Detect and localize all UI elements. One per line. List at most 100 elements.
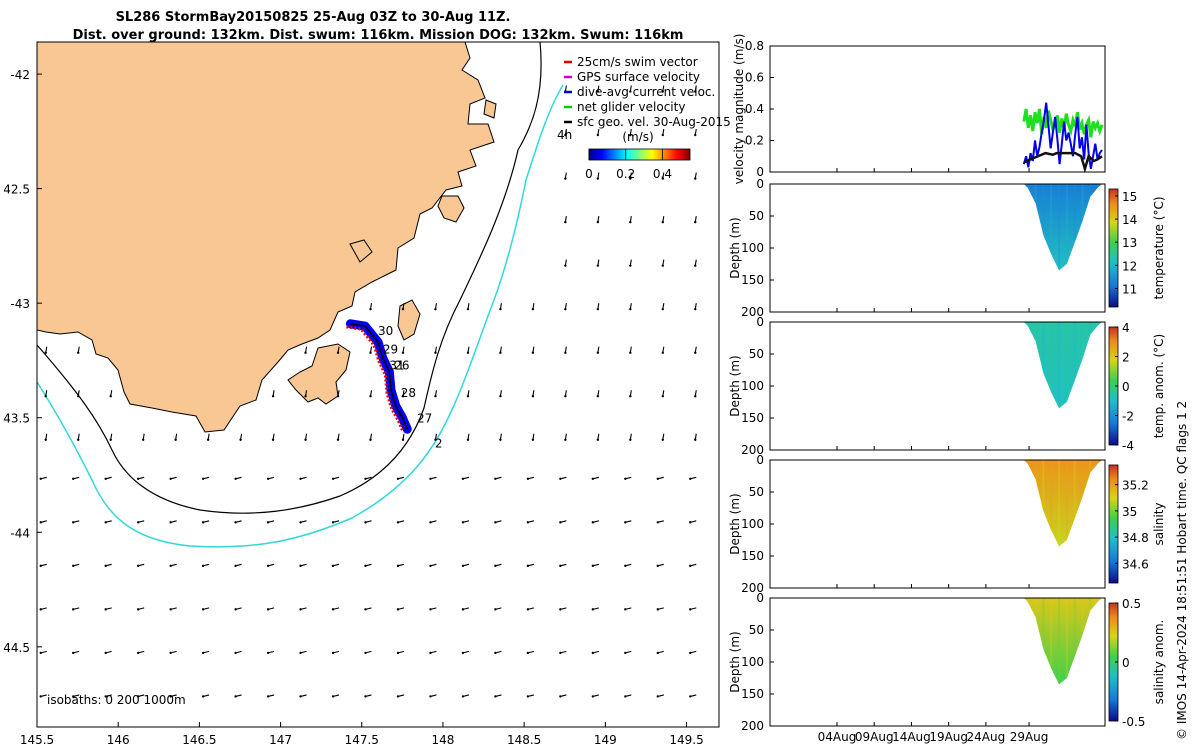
day-label: 28 xyxy=(401,386,416,400)
velocity-vector-head xyxy=(364,608,367,611)
velocity-vector-head xyxy=(136,695,140,698)
velocity-vector-head xyxy=(429,651,432,655)
velocity-vector-head xyxy=(169,651,172,655)
colorbar-tick-label: -0.5 xyxy=(1122,715,1145,729)
lat-tick-label: -44 xyxy=(10,526,30,540)
velocity-vector-head xyxy=(591,521,595,524)
series-line xyxy=(1023,151,1103,174)
velocity-vector-head xyxy=(494,477,497,480)
velocity-vector-head xyxy=(596,351,600,354)
velocity-vector-head xyxy=(461,608,465,611)
colorbar-tick-label: 0.2 xyxy=(616,167,635,181)
velocity-vector-head xyxy=(694,133,697,137)
velocity-vector-head xyxy=(331,521,335,524)
velocity-vector-head xyxy=(396,477,400,480)
velocity-vector-head xyxy=(401,351,405,354)
velocity-vector-head xyxy=(629,395,632,398)
velocity-vector-head xyxy=(401,438,405,441)
panel-frame xyxy=(769,183,1106,313)
colorbar-tick-label: 0 xyxy=(1122,656,1130,670)
velocity-vector-head xyxy=(689,695,692,698)
velocity-vector-head xyxy=(629,351,632,354)
velocity-vector-head xyxy=(169,564,172,568)
velocity-vector-head xyxy=(461,695,465,698)
y-tick-label: 150 xyxy=(741,411,764,425)
colorbar-label: salinity xyxy=(1152,502,1166,545)
y-tick-label: 100 xyxy=(741,379,764,393)
velocity-vector-head xyxy=(624,564,627,568)
velocity-vector-head xyxy=(396,521,400,524)
velocity-vector-head xyxy=(624,695,627,698)
legend-label: GPS surface velocity xyxy=(577,70,700,84)
velocity-vector-head xyxy=(396,695,400,698)
velocity-vector-head xyxy=(429,564,432,568)
velocity-vector-head xyxy=(364,521,367,524)
y-tick-label: 0 xyxy=(756,453,764,467)
panel-frame xyxy=(769,45,1106,173)
colorbar xyxy=(1108,188,1119,308)
y-tick-label: 150 xyxy=(741,687,764,701)
velocity-vector-head xyxy=(656,695,659,698)
velocity-vector-head xyxy=(656,651,659,655)
speed-colorbar-ticks: 0 0.2 0.4 xyxy=(585,149,672,181)
velocity-vector-head xyxy=(234,477,237,480)
velocity-vector-head xyxy=(336,438,340,441)
velocity-vector-head xyxy=(201,521,205,524)
velocity-vector-head xyxy=(136,651,140,655)
velocity-vector-head xyxy=(266,477,270,480)
velocity-vector-head xyxy=(591,564,595,568)
velocity-vector-head xyxy=(109,438,112,441)
y-tick-label: 200 xyxy=(741,443,764,457)
day-label: 30 xyxy=(378,324,393,338)
velocity-vector-head xyxy=(266,608,270,611)
y-tick-label: 100 xyxy=(741,517,764,531)
dive-avg-current-track xyxy=(345,319,412,434)
lat-tick-label: -42 xyxy=(10,68,30,82)
velocity-vector-head xyxy=(434,395,437,398)
velocity-vector-head xyxy=(591,651,595,655)
velocity-vector-head xyxy=(169,521,172,524)
velocity-vector-head xyxy=(234,651,237,655)
velocity-vector-head xyxy=(169,608,172,611)
velocity-vector-head xyxy=(369,307,372,311)
lon-tick-label: 149 xyxy=(594,733,617,747)
velocity-vector-head xyxy=(499,438,502,441)
credit: © IMOS 14-Apr-2024 18:51:51 Hobart time.… xyxy=(1175,401,1189,740)
velocity-vector-head xyxy=(629,90,632,93)
panel-frame xyxy=(769,597,1106,727)
lon-tick-label: 145.5 xyxy=(20,733,54,747)
velocity-vector-head xyxy=(526,521,530,524)
colorbar-tick-label: -4 xyxy=(1122,439,1134,453)
velocity-vector-head xyxy=(559,477,562,480)
velocity-vector-head xyxy=(694,395,697,398)
velocity-vector-head xyxy=(136,564,140,568)
time-tick-label: 24Aug xyxy=(967,730,1006,744)
velocity-vector-head xyxy=(559,651,562,655)
velocity-vector-head xyxy=(364,477,367,480)
velocity-vector-head xyxy=(661,264,664,267)
velocity-vector-head xyxy=(72,477,75,480)
y-tick-label: 50 xyxy=(749,485,764,499)
lon-tick-label: 147 xyxy=(269,733,292,747)
velocity-vector-head xyxy=(526,608,530,611)
velocity-vector-head xyxy=(694,177,697,180)
velocity-vector-head xyxy=(109,395,112,398)
velocity-vector-head xyxy=(466,307,470,311)
velocity-vector-head xyxy=(39,695,42,698)
day-label: 29 xyxy=(383,343,398,357)
velocity-vector-head xyxy=(304,438,307,441)
velocity-vector-head xyxy=(331,651,335,655)
velocity-vector-head xyxy=(104,651,107,655)
velocity-vector-head xyxy=(299,477,302,480)
velocity-vector-head xyxy=(559,608,562,611)
age-label: 4h xyxy=(557,128,572,142)
y-tick-label: 50 xyxy=(749,209,764,223)
colorbar-tick-label: 34.8 xyxy=(1122,531,1149,545)
velocity-vector-head xyxy=(629,177,632,180)
velocity-vector-head xyxy=(104,564,107,568)
velocity-vector-head xyxy=(234,608,237,611)
velocity-vector-head xyxy=(494,651,497,655)
velocity-vector-head xyxy=(629,133,632,137)
velocity-vector-head xyxy=(299,521,302,524)
